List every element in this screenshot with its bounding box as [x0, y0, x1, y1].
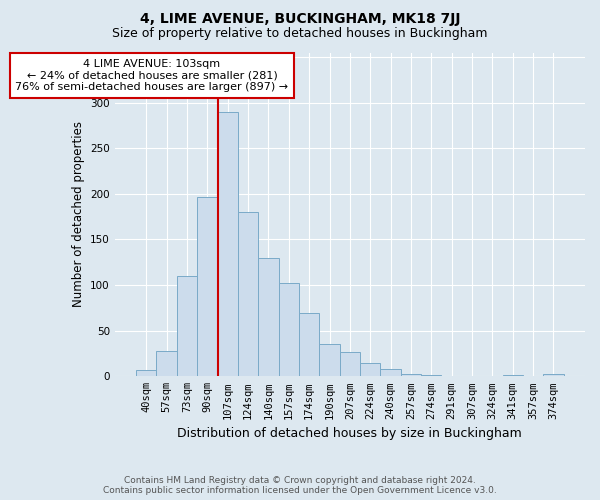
- Text: Contains HM Land Registry data © Crown copyright and database right 2024.
Contai: Contains HM Land Registry data © Crown c…: [103, 476, 497, 495]
- Bar: [197, 196, 218, 376]
- Bar: [299, 314, 319, 376]
- Bar: [177, 276, 197, 376]
- Bar: [258, 258, 278, 376]
- Bar: [238, 212, 258, 376]
- Y-axis label: Number of detached properties: Number of detached properties: [71, 122, 85, 308]
- Bar: [218, 112, 238, 376]
- Bar: [543, 374, 563, 376]
- Bar: [380, 369, 401, 376]
- Bar: [136, 370, 157, 376]
- Bar: [401, 374, 421, 376]
- Bar: [319, 344, 340, 376]
- Bar: [278, 284, 299, 376]
- Bar: [157, 351, 177, 376]
- Text: Size of property relative to detached houses in Buckingham: Size of property relative to detached ho…: [112, 28, 488, 40]
- Text: 4, LIME AVENUE, BUCKINGHAM, MK18 7JJ: 4, LIME AVENUE, BUCKINGHAM, MK18 7JJ: [140, 12, 460, 26]
- X-axis label: Distribution of detached houses by size in Buckingham: Distribution of detached houses by size …: [178, 427, 522, 440]
- Text: 4 LIME AVENUE: 103sqm
← 24% of detached houses are smaller (281)
76% of semi-det: 4 LIME AVENUE: 103sqm ← 24% of detached …: [16, 59, 289, 92]
- Bar: [360, 362, 380, 376]
- Bar: [340, 352, 360, 376]
